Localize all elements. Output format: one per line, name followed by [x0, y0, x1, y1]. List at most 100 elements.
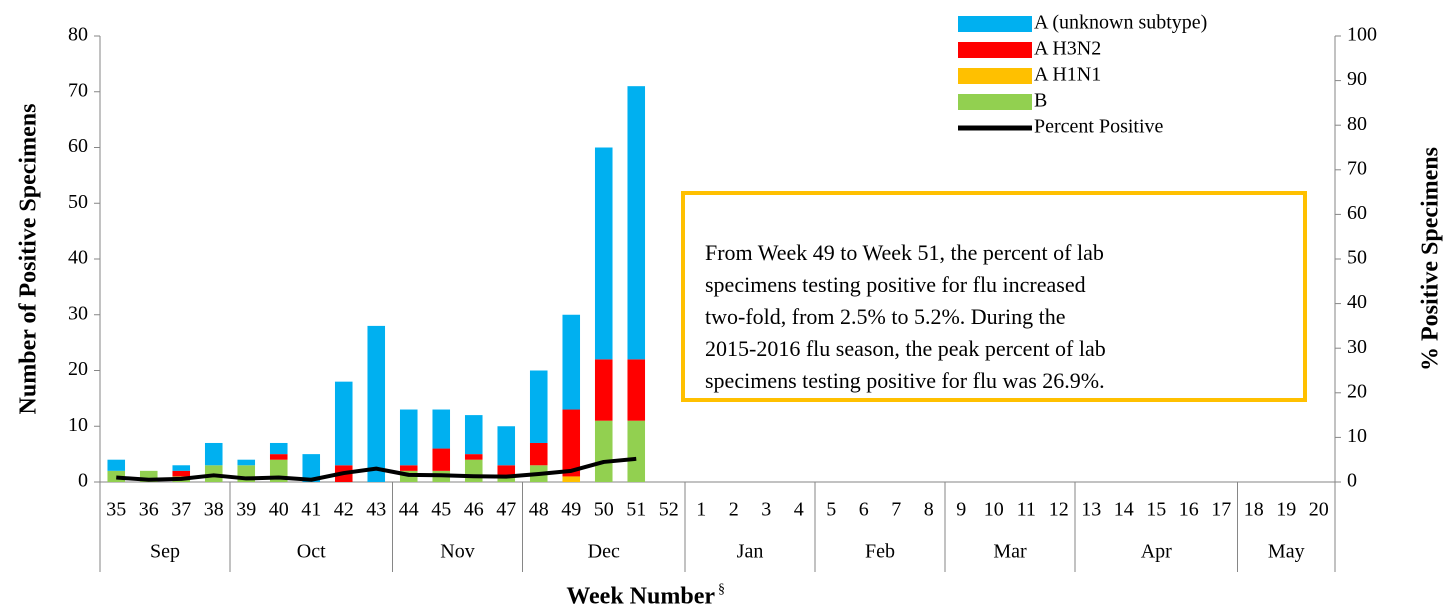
x-tick-label: 10 [984, 499, 1004, 521]
x-tick-label: 4 [794, 499, 804, 521]
x-tick-label: 3 [761, 499, 771, 521]
bar-segment [399, 409, 418, 466]
bar-segment [562, 476, 581, 482]
y-tick-label: 60 [68, 135, 88, 157]
x-tick-label: 17 [1211, 499, 1231, 521]
x-tick-label: 9 [956, 499, 966, 521]
bar-segment [237, 459, 256, 466]
bar-segment [594, 420, 613, 482]
legend-label: A H3N2 [1034, 38, 1101, 60]
x-tick-label: 40 [269, 499, 289, 521]
x-tick-label: 41 [301, 499, 321, 521]
y2-tick-label: 60 [1347, 202, 1367, 224]
x-tick-label: 15 [1146, 499, 1166, 521]
bar-segment [562, 409, 581, 477]
legend-label: A (unknown subtype) [1034, 12, 1207, 34]
y2-tick-label: 30 [1347, 336, 1367, 358]
x-tick-label: 12 [1049, 499, 1069, 521]
x-tick-label: 2 [729, 499, 739, 521]
y2-tick-label: 10 [1347, 425, 1367, 447]
y2-tick-label: 90 [1347, 68, 1367, 90]
x-tick-label: 19 [1276, 499, 1296, 521]
x-tick-label: 7 [891, 499, 901, 521]
y2-tick-label: 50 [1347, 247, 1367, 269]
y-tick-label: 10 [68, 414, 88, 436]
annotation-line: 2015-2016 flu season, the peak percent o… [705, 336, 1106, 361]
legend-label: Percent Positive [1034, 116, 1164, 138]
bar-segment [464, 415, 483, 455]
bar-segment [529, 370, 548, 443]
bar-segment [172, 465, 191, 471]
x-tick-label: 49 [561, 499, 581, 521]
bar-segment [172, 470, 191, 477]
x-tick-label: 11 [1017, 499, 1036, 521]
x-tick-label: 45 [431, 499, 451, 521]
month-label: Oct [297, 541, 326, 563]
x-tick-label: 16 [1179, 499, 1199, 521]
legend-label: A H1N1 [1034, 64, 1101, 86]
bar-segment [627, 359, 646, 421]
x-tick-label: 6 [859, 499, 869, 521]
bar-segment [562, 314, 581, 410]
annotation-line: two-fold, from 2.5% to 5.2%. During the [705, 304, 1066, 329]
month-label: May [1268, 541, 1305, 563]
annotation-box [681, 191, 1307, 402]
line [116, 456, 637, 482]
y2-tick-label: 80 [1347, 113, 1367, 135]
x-tick-label: 38 [204, 499, 224, 521]
x-tick-label: 18 [1244, 499, 1264, 521]
month-label: Apr [1141, 541, 1172, 563]
y-tick-label: 70 [68, 79, 88, 101]
y2-tick-label: 100 [1347, 24, 1377, 46]
bar-segment [594, 359, 613, 421]
annotation-line: From Week 49 to Week 51, the percent of … [705, 240, 1104, 265]
bar-segment [594, 147, 613, 360]
y-tick-label: 20 [68, 358, 88, 380]
y2-tick-label: 70 [1347, 157, 1367, 179]
x-tick-label: 1 [696, 499, 706, 521]
x-tick-label: 44 [399, 499, 419, 521]
bar-segment [497, 426, 516, 466]
y2-tick-label: 0 [1347, 470, 1357, 492]
legend-swatch [958, 42, 1032, 58]
x-tick-label: 47 [496, 499, 516, 521]
y-tick-label: 40 [68, 247, 88, 269]
x-tick-label: 39 [236, 499, 256, 521]
x-tick-label: 5 [826, 499, 836, 521]
bar-segment [627, 86, 646, 360]
bar-segment [139, 470, 158, 482]
y2-axis-title: % Positive Specimens [1418, 147, 1444, 371]
legend-swatch [958, 94, 1032, 110]
x-tick-label: 48 [529, 499, 549, 521]
bar-segment [627, 420, 646, 482]
y-tick-label: 0 [78, 470, 88, 492]
y-tick-label: 80 [68, 24, 88, 46]
bar-segment [497, 465, 516, 477]
bar-segment [269, 454, 288, 460]
x-axis-title: Week Number [566, 584, 715, 610]
x-tick-label: 37 [171, 499, 191, 521]
y2-tick-label: 40 [1347, 291, 1367, 313]
month-label: Mar [993, 541, 1027, 563]
bar-segment [302, 454, 321, 482]
bar-segment [107, 470, 126, 482]
x-tick-label: 50 [594, 499, 614, 521]
bar-segment [529, 442, 548, 466]
bar-segment [107, 459, 126, 471]
legend-label: B [1034, 90, 1047, 112]
annotation-line: specimens testing positive for flu was 2… [705, 368, 1105, 393]
y-axis-title: Number of Positive Specimens [16, 104, 42, 415]
x-tick-label: 36 [139, 499, 159, 521]
y-tick-label: 30 [68, 302, 88, 324]
bar-segment [269, 442, 288, 455]
month-label: Feb [865, 541, 895, 563]
bar-segment [464, 454, 483, 460]
x-axis-title-mark: § [718, 582, 725, 597]
bar-segment [334, 381, 353, 466]
x-tick-label: 43 [366, 499, 386, 521]
x-tick-label: 35 [106, 499, 126, 521]
y2-tick-label: 20 [1347, 380, 1367, 402]
y-tick-label: 50 [68, 191, 88, 213]
bar-segment [432, 409, 451, 449]
